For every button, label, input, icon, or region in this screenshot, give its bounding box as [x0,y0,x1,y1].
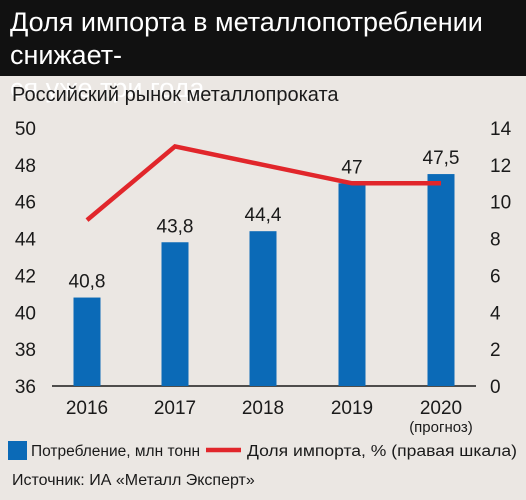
title-bar: Доля импорта в металлопотреблении снижае… [0,0,526,103]
y-tick-left-4: 44 [15,230,37,251]
y-tick-right-6: 12 [490,156,511,177]
line-import-share [85,144,441,222]
y-tick-left-1: 38 [15,340,36,361]
y-tick-left-7: 50 [15,119,36,140]
bar-2018 [249,231,277,386]
bar-2019 [338,183,366,386]
y-tick-left-2: 40 [15,303,36,324]
chart-title-line-2: ся уже три года [10,73,205,103]
chart-title: Доля импорта в металлопотреблении снижае… [10,6,520,105]
y-tick-right-7: 14 [490,119,512,140]
y-tick-right-4: 8 [490,230,501,251]
legend-label-line: Доля импорта, % (правая шкала) [247,443,517,460]
legend-label-bar: Потребление, млн тонн [31,443,200,460]
data-label-2019: 47 [341,157,362,178]
chart-subtitle: Российский рынок металлопроката [12,84,339,106]
y-tick-left-5: 46 [15,193,36,214]
y-tick-left-3: 42 [15,266,36,287]
y-tick-right-3: 6 [490,266,501,287]
source-note: Источник: ИА «Металл Эксперт» [12,472,255,489]
x-tick-2020: 2020 [420,398,462,419]
x-tick-2016: 2016 [66,398,108,419]
y-tick-left-0: 36 [15,377,36,398]
y-tick-right-1: 2 [490,340,501,361]
data-label-2017: 43,8 [157,216,194,237]
bar-2016 [73,297,101,386]
legend-swatch-bar [8,441,27,460]
y-tick-right-0: 0 [490,377,501,398]
data-label-2018: 44,4 [245,205,282,226]
y-tick-right-2: 4 [490,303,501,324]
x-tick-note-2020: (прогноз) [409,419,473,436]
data-label-2020: 47,5 [423,148,460,169]
x-tick-2018: 2018 [242,398,284,419]
x-tick-2019: 2019 [331,398,373,419]
chart-title-line-1: Доля импорта в металлопотреблении снижае… [10,7,483,70]
x-tick-2017: 2017 [154,398,196,419]
y-tick-right-5: 10 [490,193,511,214]
bar-2017 [161,242,189,386]
bar-2020 [427,174,455,386]
y-tick-left-6: 48 [15,156,36,177]
data-label-2016: 40,8 [69,272,106,293]
